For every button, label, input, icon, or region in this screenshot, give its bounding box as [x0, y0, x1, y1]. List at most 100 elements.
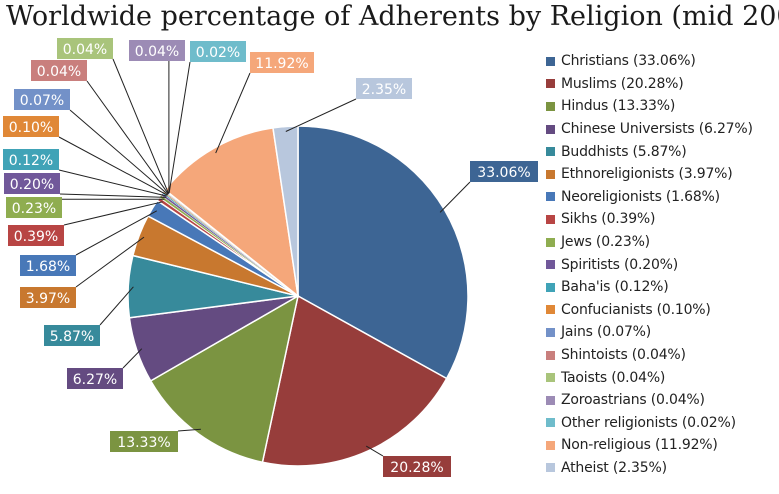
leader-line	[69, 109, 169, 195]
data-label-group: 0.39%	[8, 225, 64, 246]
legend-label: Zoroastrians (0.04%)	[561, 392, 705, 409]
legend-swatch	[546, 463, 555, 473]
legend-swatch	[546, 418, 555, 428]
data-label: 0.10%	[9, 120, 53, 136]
data-labels: 33.06% 20.28% 13.33% 6.27% 5.87% 3.97% 1.68% 0.…	[3, 38, 538, 477]
leader-line	[168, 61, 191, 194]
data-label: 3.97%	[26, 291, 70, 307]
legend-swatch	[546, 56, 555, 66]
legend-label: Confucianists (0.10%)	[561, 301, 711, 318]
data-label: 0.04%	[63, 42, 107, 58]
data-label-group: 33.06%	[470, 161, 538, 182]
data-label-group: 0.23%	[6, 197, 62, 218]
data-label-group: 0.04%	[129, 40, 185, 61]
data-label-box	[8, 225, 64, 246]
data-label-box	[3, 116, 59, 137]
data-label-box	[67, 368, 123, 389]
legend-item: Sikhs (0.39%)	[546, 208, 779, 231]
legend-label: Buddhists (5.87%)	[561, 143, 687, 160]
data-label: 6.27%	[73, 372, 117, 388]
legend-label: Jains (0.07%)	[561, 324, 652, 341]
legend-item: Other religionists (0.02%)	[546, 412, 779, 435]
legend-item: Christians (33.06%)	[546, 50, 779, 73]
pie-slice-hindus	[149, 294, 300, 464]
pie-slices	[127, 125, 469, 467]
legend-label: Spiritists (0.20%)	[561, 256, 679, 273]
data-label-group: 5.87%	[44, 325, 100, 346]
data-label-group: 0.02%	[190, 41, 246, 62]
legend-item: Spiritists (0.20%)	[546, 253, 779, 276]
data-label-group: 0.10%	[3, 116, 59, 137]
legend-swatch	[546, 214, 555, 224]
leader-line	[99, 286, 134, 326]
data-label-box	[4, 173, 60, 194]
legend-item: Chinese Universists (6.27%)	[546, 118, 779, 141]
legend-label: Christians (33.06%)	[561, 53, 696, 70]
legend-swatch	[546, 237, 555, 247]
legend-swatch	[546, 124, 555, 134]
legend-swatch	[546, 192, 555, 202]
legend-label: Shintoists (0.04%)	[561, 347, 686, 364]
data-label-group: 0.20%	[4, 173, 60, 194]
data-label-box	[110, 431, 178, 452]
legend-label: Neoreligionists (1.68%)	[561, 188, 720, 205]
legend-label: Taoists (0.04%)	[561, 369, 666, 386]
data-label-box	[129, 40, 185, 61]
legend-swatch	[546, 282, 555, 292]
leader-line	[63, 201, 163, 226]
leader-line	[365, 445, 384, 457]
data-label: 0.02%	[196, 45, 240, 61]
data-label: 11.92%	[255, 56, 308, 72]
data-label-group: 3.97%	[20, 287, 76, 308]
legend-swatch	[546, 79, 555, 89]
data-label-box	[356, 78, 412, 99]
data-label-box	[383, 456, 451, 477]
leader-line	[86, 80, 169, 195]
data-label-box	[190, 41, 246, 62]
legend-item: Hindus (13.33%)	[546, 95, 779, 118]
legend-item: Taoists (0.04%)	[546, 366, 779, 389]
leader-line	[439, 181, 471, 213]
legend: Christians (33.06%) Muslims (20.28%) Hindu…	[546, 50, 779, 479]
data-label-group: 11.92%	[250, 52, 314, 73]
legend-swatch	[546, 147, 555, 157]
legend-swatch	[546, 440, 555, 450]
legend-label: Ethnoreligionists (3.97%)	[561, 166, 733, 183]
data-label-box	[57, 38, 113, 59]
data-label: 13.33%	[117, 435, 170, 451]
data-label-group: 6.27%	[67, 368, 123, 389]
legend-label: Other religionists (0.02%)	[561, 414, 736, 431]
data-label-box	[250, 52, 314, 73]
data-label-box	[31, 60, 87, 81]
legend-swatch	[546, 260, 555, 270]
pie-slice-non-religious	[164, 126, 300, 298]
data-label: 0.23%	[12, 201, 56, 217]
legend-swatch	[546, 305, 555, 315]
legend-item: Non-religious (11.92%)	[546, 434, 779, 457]
data-label: 2.35%	[362, 82, 406, 98]
legend-item: Baha'is (0.12%)	[546, 276, 779, 299]
legend-swatch	[546, 373, 555, 383]
pie-slice-muslims	[261, 294, 448, 467]
data-label: 0.04%	[37, 64, 81, 80]
legend-label: Non-religious (11.92%)	[561, 437, 718, 454]
legend-swatch	[546, 350, 555, 360]
leader-line	[58, 169, 167, 197]
data-label-group: 1.68%	[20, 255, 76, 276]
data-label-box	[6, 197, 62, 218]
legend-swatch	[546, 169, 555, 179]
leader-line	[177, 428, 201, 432]
data-label-group: 0.07%	[14, 89, 70, 110]
data-label-box	[20, 255, 76, 276]
data-label: 33.06%	[477, 165, 530, 181]
data-label: 0.12%	[9, 153, 53, 169]
leader-line	[75, 236, 145, 288]
data-label-group: 0.04%	[31, 60, 87, 81]
data-label: 20.28%	[390, 460, 443, 476]
data-label: 0.20%	[10, 177, 54, 193]
legend-item: Neoreligionists (1.68%)	[546, 186, 779, 209]
data-label-group: 13.33%	[110, 431, 178, 452]
chart-title: Worldwide percentage of Adherents by Rel…	[6, 1, 779, 32]
legend-item: Confucianists (0.10%)	[546, 299, 779, 322]
